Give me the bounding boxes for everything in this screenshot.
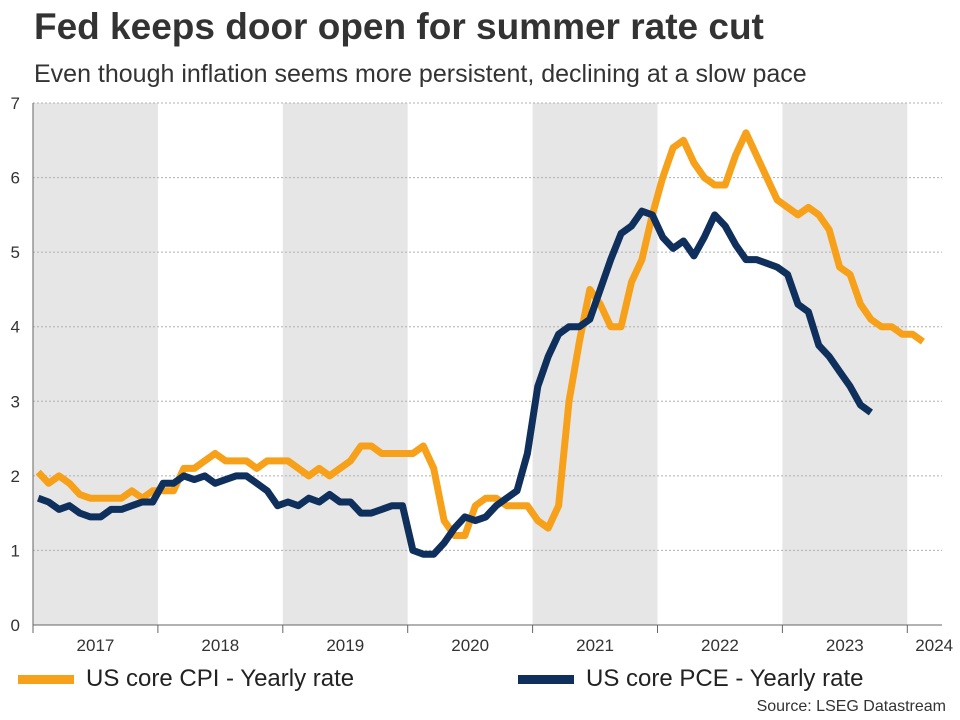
y-tick-label: 3 [11, 392, 20, 411]
y-tick-label: 7 [11, 94, 20, 113]
legend-item-cpi[interactable]: US core CPI - Yearly rate [18, 664, 354, 694]
year-band-2021 [532, 103, 658, 625]
y-tick-label: 4 [11, 318, 20, 337]
x-tick-label: 2024 [915, 636, 953, 655]
y-tick-label: 5 [11, 243, 20, 262]
legend-label-cpi: US core CPI - Yearly rate [86, 665, 355, 692]
series-line-cpi [35, 129, 925, 539]
x-tick-label: 2021 [576, 636, 614, 655]
y-tick-label: 6 [11, 169, 20, 188]
y-tick-label: 1 [11, 541, 20, 560]
x-axis-ticks: 2017 2018 2019 2020 2021 2022 2023 2024 [32, 625, 953, 655]
x-tick-label: 2017 [77, 636, 115, 655]
source-note: Source: LSEG Datastream [756, 698, 946, 715]
series-lines [35, 129, 925, 558]
legend-item-pce[interactable]: US core PCE - Yearly rate [518, 664, 863, 694]
legend-label-pce: US core PCE - Yearly rate [586, 665, 864, 692]
x-tick-label: 2023 [826, 636, 864, 655]
year-band-2017 [33, 103, 158, 625]
y-tick-label: 2 [11, 467, 20, 486]
year-band-2023 [782, 103, 908, 625]
legend-swatch-pce [518, 674, 574, 684]
gridlines [33, 102, 942, 551]
axes [32, 103, 942, 626]
x-tick-label: 2020 [451, 636, 489, 655]
y-tick-label: 0 [11, 616, 20, 635]
chart-subtitle: Even though inflation seems more persist… [34, 60, 807, 88]
x-tick-label: 2018 [201, 636, 239, 655]
x-tick-label: 2022 [701, 636, 739, 655]
series-line-pce [36, 207, 873, 558]
y-axis-ticks: 0 1 2 3 4 5 6 7 [11, 94, 20, 635]
x-tick-label: 2019 [326, 636, 364, 655]
year-band-2019 [282, 103, 408, 625]
year-shading [33, 103, 908, 625]
chart-title: Fed keeps door open for summer rate cut [34, 6, 764, 47]
legend-swatch-cpi [18, 674, 74, 684]
